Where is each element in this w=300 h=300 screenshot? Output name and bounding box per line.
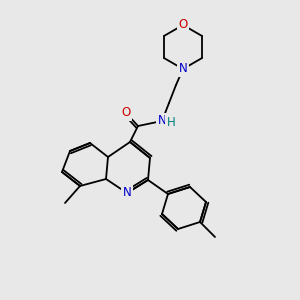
Text: N: N — [158, 115, 166, 128]
Text: N: N — [178, 62, 188, 76]
Text: O: O — [178, 19, 188, 32]
Text: N: N — [123, 187, 131, 200]
Text: O: O — [122, 106, 130, 119]
Text: H: H — [167, 116, 176, 128]
